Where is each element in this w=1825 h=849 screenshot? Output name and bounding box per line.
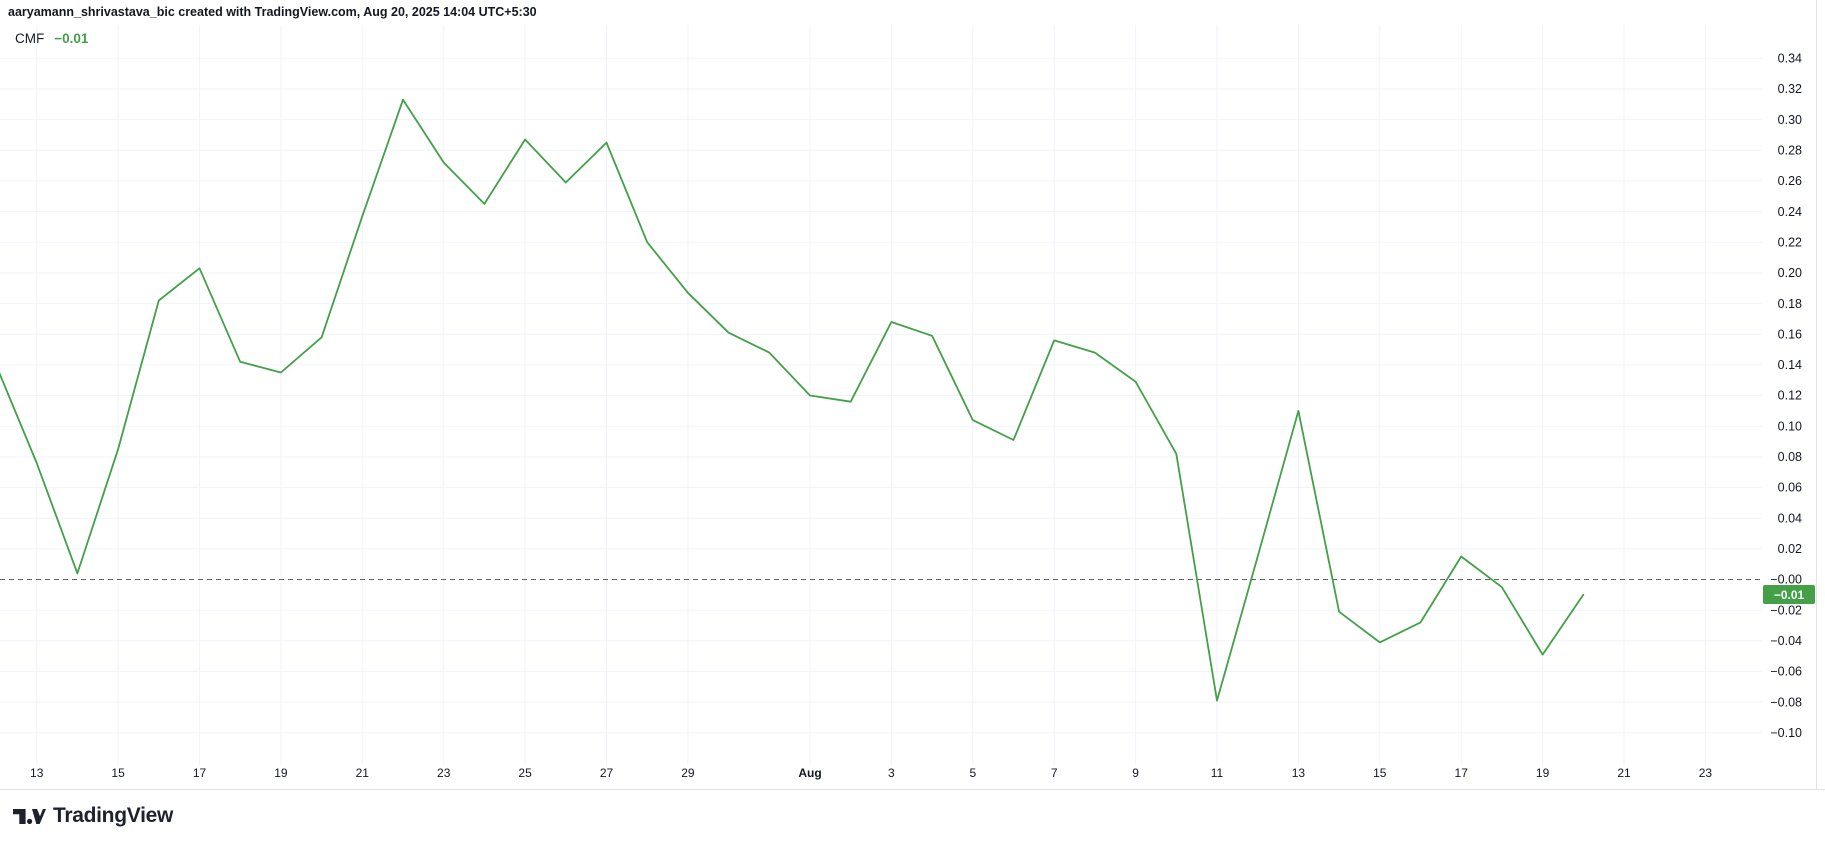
price-tick-label: 0.06 xyxy=(1778,481,1802,495)
time-tick-label: 13 xyxy=(30,766,44,780)
time-tick-label: 3 xyxy=(888,766,895,780)
time-tick-label: 5 xyxy=(969,766,976,780)
price-tick-label: −0.10 xyxy=(1770,726,1802,740)
price-tick-label: −0.04 xyxy=(1770,634,1802,648)
indicator-value: −0.01 xyxy=(54,31,89,46)
time-tick-label: 15 xyxy=(111,766,125,780)
last-value-badge: −0.01 xyxy=(1763,585,1815,604)
time-tick-label: 19 xyxy=(1536,766,1550,780)
time-scale[interactable] xyxy=(0,756,1762,789)
tradingview-logo[interactable]: TradingView xyxy=(13,804,173,828)
price-tick-label: 0.34 xyxy=(1778,52,1802,66)
price-tick-label: 0.16 xyxy=(1778,327,1802,341)
price-tick-label: 0.30 xyxy=(1778,113,1802,127)
time-tick-label: 25 xyxy=(518,766,532,780)
time-tick-label: 9 xyxy=(1132,766,1139,780)
time-tick-label: 29 xyxy=(681,766,695,780)
time-tick-label: 17 xyxy=(193,766,207,780)
price-tick-label: −0.06 xyxy=(1770,665,1802,679)
time-tick-label: 23 xyxy=(1699,766,1713,780)
price-tick-label: 0.18 xyxy=(1778,297,1802,311)
price-tick-label: 0.28 xyxy=(1778,144,1802,158)
price-tick-label: 0.10 xyxy=(1778,419,1802,433)
cmf-line xyxy=(0,98,1585,702)
time-tick-label: 23 xyxy=(437,766,451,780)
time-tick-label: 21 xyxy=(1617,766,1631,780)
time-tick-label: 21 xyxy=(356,766,370,780)
price-tick-label: 0.22 xyxy=(1778,235,1802,249)
time-tick-label: 17 xyxy=(1455,766,1469,780)
price-tick-label: 0.14 xyxy=(1778,358,1802,372)
price-tick-label: −0.00 xyxy=(1770,573,1802,587)
time-tick-label: 11 xyxy=(1211,766,1224,780)
time-tick-label: Aug xyxy=(798,766,821,780)
price-tick-label: 0.04 xyxy=(1778,511,1802,525)
price-tick-label: 0.26 xyxy=(1778,174,1802,188)
price-tick-label: 0.08 xyxy=(1778,450,1802,464)
price-tick-label: 0.12 xyxy=(1778,389,1802,403)
chart-attribution: aaryamann_shrivastava_bic created with T… xyxy=(8,5,537,19)
price-tick-label: 0.24 xyxy=(1778,205,1802,219)
price-tick-label: 0.20 xyxy=(1778,266,1802,280)
time-tick-label: 27 xyxy=(600,766,614,780)
tradingview-logo-text: TradingView xyxy=(53,804,174,827)
time-tick-label: 15 xyxy=(1373,766,1387,780)
tradingview-logo-icon xyxy=(13,808,46,824)
plot-area[interactable]: 0.34 0.32 0.30 0.28 0.26 0.24 0.22 0.20 0.18 0.16… xyxy=(0,0,1825,790)
time-tick-label: 7 xyxy=(1051,766,1058,780)
price-tick-label: −0.08 xyxy=(1770,695,1802,709)
price-tick-label: 0.32 xyxy=(1778,82,1802,96)
price-tick-label: 0.02 xyxy=(1778,542,1802,556)
price-tick-label: −0.02 xyxy=(1770,603,1802,617)
time-tick-label: 13 xyxy=(1292,766,1306,780)
price-scale[interactable] xyxy=(1762,0,1825,789)
time-tick-label: 19 xyxy=(274,766,288,780)
